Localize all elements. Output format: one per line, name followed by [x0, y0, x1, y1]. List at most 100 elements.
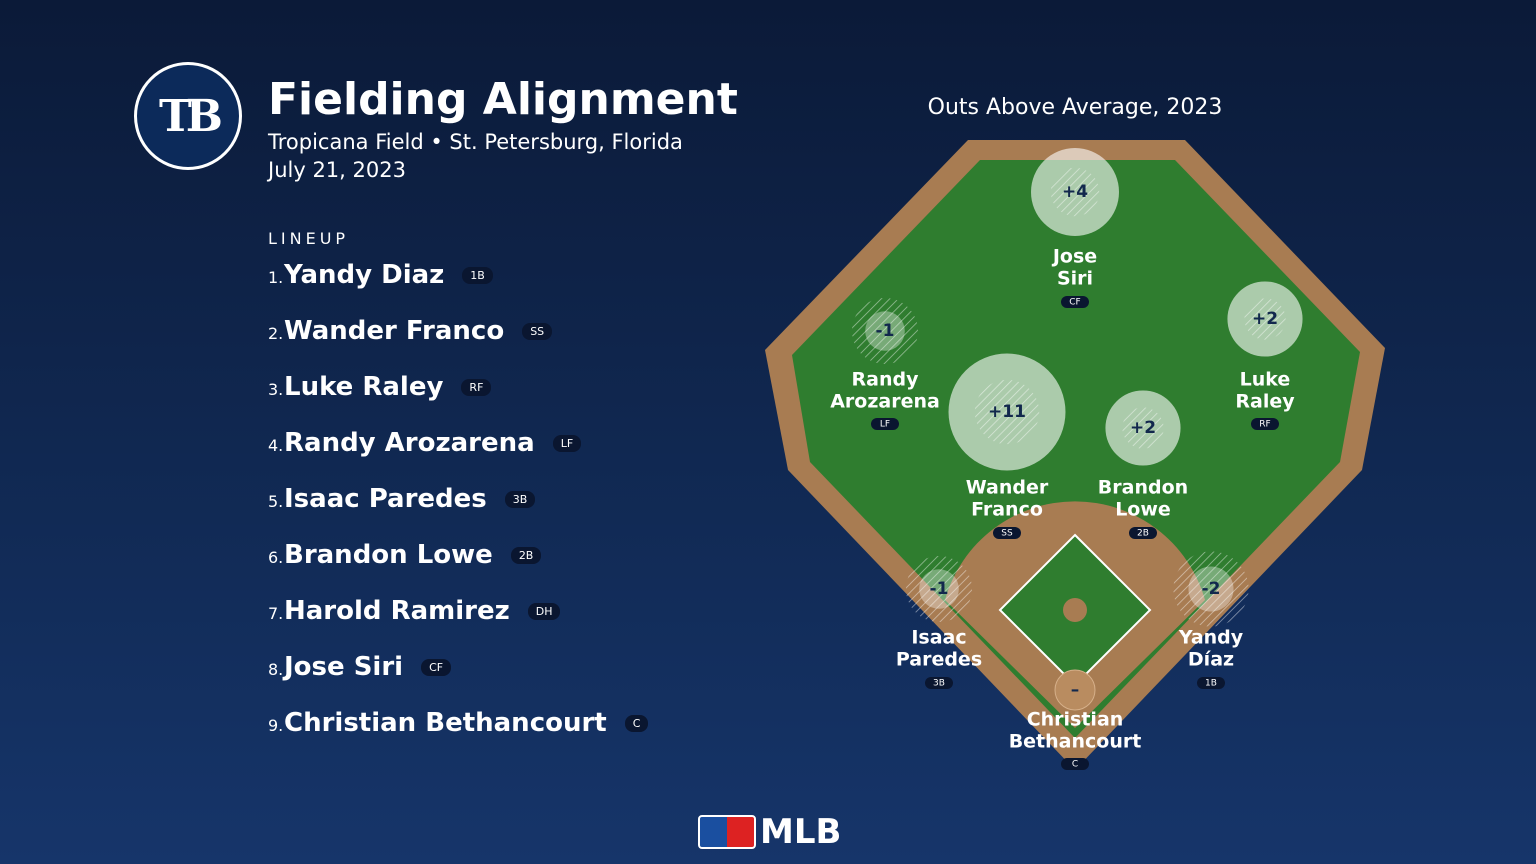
fielder-name: Lowe [1115, 499, 1171, 521]
fielder-name: Siri [1057, 268, 1093, 290]
fielder-name: Yandy [1178, 627, 1244, 649]
player-name: Christian Bethancourt [284, 708, 607, 738]
fielder-name: Paredes [896, 649, 982, 671]
field-title: Outs Above Average, 2023 [928, 95, 1223, 120]
oaa-label: -2 [1202, 579, 1221, 599]
oaa-label: +2 [1252, 309, 1278, 329]
fielder-name: Díaz [1188, 649, 1234, 671]
fielder-name: Arozarena [830, 391, 940, 413]
fielder-name: Brandon [1098, 477, 1188, 499]
oaa-label: – [1071, 680, 1080, 700]
oaa-label: +11 [988, 402, 1026, 422]
order: 6. [268, 548, 284, 567]
position-tag: 1B [462, 267, 493, 284]
oaa-hatch [1050, 167, 1100, 217]
player-name: Jose Siri [284, 652, 404, 682]
order: 9. [268, 716, 284, 735]
lineup-row: 2. Wander Franco SS [268, 316, 648, 372]
mlb-logo: MLB [698, 812, 841, 852]
position-tag: DH [527, 603, 561, 620]
fielder-name: Raley [1235, 391, 1295, 413]
fielder-name: Luke [1240, 369, 1291, 391]
oaa-hatch [1173, 551, 1249, 627]
player-name: Randy Arozarena [284, 428, 535, 458]
oaa-circle [919, 569, 959, 609]
player-name: Yandy Diaz [284, 260, 445, 290]
position-tag: 1B [1205, 679, 1217, 689]
order: 7. [268, 604, 284, 623]
oaa-hatch [906, 556, 972, 622]
position-badge [1251, 418, 1279, 430]
lineup-row: 8. Jose Siri CF [268, 652, 648, 708]
position-badge [1061, 296, 1089, 308]
position-tag: 2B [1137, 529, 1149, 539]
lineup-heading: LINEUP [268, 229, 350, 248]
subtitle: Tropicana Field • St. Petersburg, Florid… [268, 130, 683, 154]
lineup: 1. Yandy Diaz 1B 2. Wander Franco SS 3. Luke Ra… [268, 260, 649, 764]
oaa-label: +4 [1062, 182, 1088, 202]
position-tag: 3B [504, 491, 536, 508]
date: July 21, 2023 [268, 158, 406, 182]
order: 8. [268, 660, 284, 679]
grass [792, 160, 1360, 738]
position-tag: CF [421, 659, 452, 676]
position-tag: RF [461, 379, 492, 396]
position-tag: SS [522, 323, 553, 340]
mlb-mark [698, 815, 756, 849]
lineup-row: 3. Luke Raley RF [268, 372, 648, 428]
player-name: Luke Raley [284, 372, 444, 402]
brand-text: MLB [760, 812, 842, 852]
position-badge [1129, 527, 1157, 539]
order: 5. [268, 492, 284, 511]
oaa-label: -1 [930, 579, 949, 599]
order: 1. [268, 268, 284, 287]
position-badge [993, 527, 1021, 539]
oaa-circle [865, 311, 905, 351]
position-badge [871, 418, 899, 430]
team-logo: TB [134, 62, 242, 170]
oaa-hatch [852, 298, 918, 364]
position-tag: LF [880, 420, 890, 430]
oaa-label: -1 [876, 321, 895, 341]
lineup-row: 6. Brandon Lowe 2B [268, 540, 648, 596]
lineup-row: 5. Isaac Paredes 3B [268, 484, 648, 540]
position-badge [1061, 758, 1089, 770]
home-marker [1054, 669, 1096, 711]
position-tag: 3B [933, 679, 945, 689]
position-tag: RF [1259, 420, 1270, 430]
oaa-circle [1188, 566, 1234, 612]
position-tag: C [624, 715, 649, 732]
position-badge [925, 677, 953, 689]
player-name: Isaac Paredes [284, 484, 487, 514]
position-tag: CF [1069, 298, 1080, 308]
fielder-name: Jose [1051, 246, 1097, 268]
fielder-name: Bethancourt [1009, 731, 1142, 753]
position-tag: 2B [510, 547, 542, 564]
position-tag: SS [1001, 529, 1013, 539]
lineup-row: 7. Harold Ramirez DH [268, 596, 648, 652]
fielder-name: Randy [852, 369, 920, 391]
order: 3. [268, 380, 284, 399]
player-name: Wander Franco [284, 316, 505, 346]
player-name: Harold Ramirez [284, 596, 510, 626]
position-badge [1197, 677, 1225, 689]
oaa-hatch [1244, 298, 1286, 340]
oaa-hatch [974, 379, 1040, 445]
lineup-row: 1. Yandy Diaz 1B [268, 260, 648, 316]
fielder-name: Wander [966, 477, 1049, 499]
position-tag: C [1072, 760, 1078, 770]
fielder-name: Christian [1027, 709, 1124, 731]
lineup-row: 9. Christian Bethancourt C [268, 708, 649, 764]
oaa-hatch [1122, 407, 1164, 449]
mound [1063, 598, 1087, 622]
oaa-label: +2 [1130, 418, 1156, 438]
fielder-name: Isaac [911, 627, 966, 649]
player-name: Brandon Lowe [284, 540, 493, 570]
fielder-name: Franco [971, 499, 1043, 521]
lineup-row: 4. Randy Arozarena LF [268, 428, 648, 484]
order: 4. [268, 436, 284, 455]
order: 2. [268, 324, 284, 343]
